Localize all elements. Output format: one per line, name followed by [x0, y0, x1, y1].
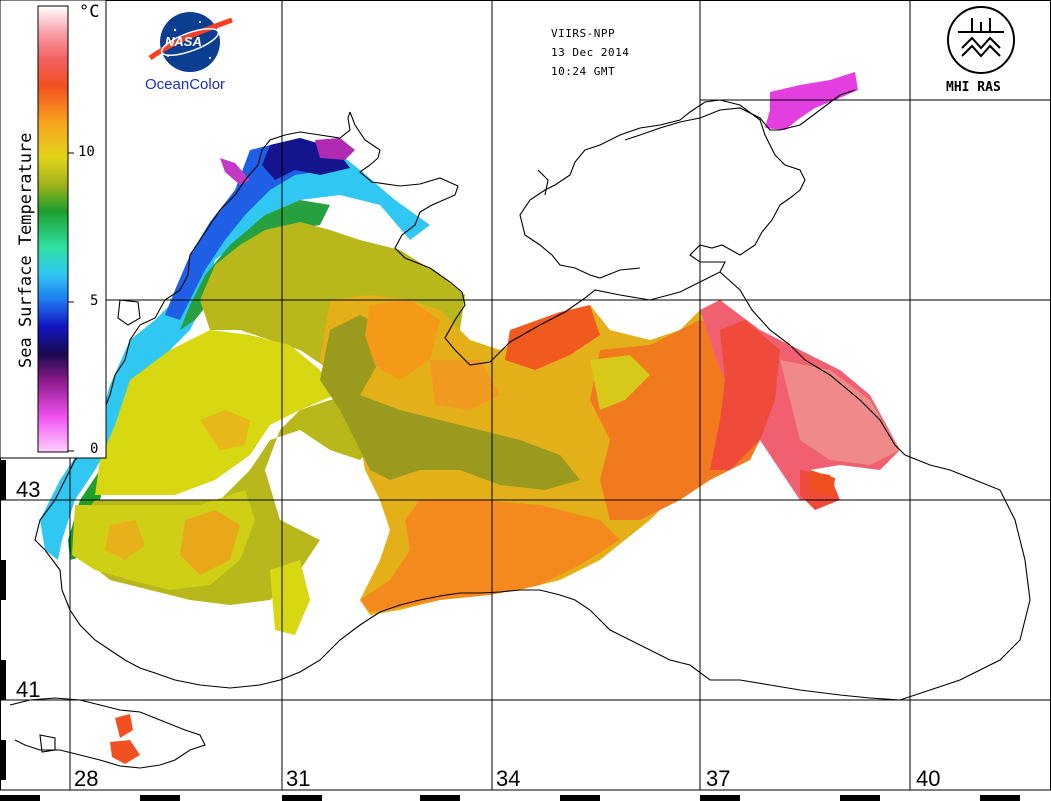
- lon-label-37: 37: [706, 766, 731, 791]
- sst-central-olive-swirl: [320, 315, 580, 490]
- sst-west-orange-1: [200, 410, 250, 450]
- sst-nw-green-band: [180, 200, 330, 330]
- lon-label-28: 28: [74, 766, 99, 791]
- coast-lake-2: [537, 169, 549, 196]
- sst-east-central-red: [505, 305, 600, 370]
- sst-east-yellow: [590, 355, 650, 410]
- sst-west-yellow: [95, 330, 335, 495]
- sst-marmara-orange: [115, 714, 133, 738]
- sst-west-orange-2: [180, 510, 240, 575]
- nasa-logo: [148, 12, 233, 72]
- mhi-emblem: [947, 6, 1015, 74]
- colorbar-label-5: 5: [90, 293, 99, 309]
- colorbar: [0, 0, 107, 459]
- sst-se-salmon: [780, 360, 900, 465]
- sst-south-orange: [360, 500, 620, 612]
- oceancolor-label: OceanColor: [145, 76, 226, 93]
- sst-central-orange-2: [430, 360, 500, 410]
- scale-bars: [0, 460, 1051, 801]
- colorbar-label-0: 0: [90, 441, 99, 457]
- lat-label-41: 41: [16, 677, 41, 702]
- sst-central-orange-eddy: [365, 300, 440, 380]
- sst-marmara-orange-2: [110, 740, 140, 764]
- colorbar-label-10: 10: [78, 144, 95, 160]
- lon-label-31: 31: [286, 766, 311, 791]
- sst-east-red-2: [710, 320, 780, 470]
- time-label: 10:24 GMT: [551, 65, 616, 78]
- coast-azov-inner: [624, 89, 856, 141]
- satellite-label: VIIRS-NPP: [551, 27, 616, 40]
- lon-label-34: 34: [496, 766, 521, 791]
- colorbar-gradient: [37, 5, 69, 453]
- coast-kerch: [719, 271, 906, 456]
- coast-east: [59, 454, 1031, 701]
- lon-label-40: 40: [916, 766, 941, 791]
- sst-crimea-east-small: [810, 470, 835, 495]
- sst-azov-magenta: [765, 72, 858, 130]
- coast-marmara: [9, 697, 206, 769]
- nasa-wordmark: NASA: [165, 34, 202, 49]
- sst-nw-magenta: [315, 138, 355, 160]
- date-label: 13 Dec 2014: [551, 46, 630, 59]
- sst-bosporus-yellow: [270, 560, 310, 635]
- colorbar-unit: °C: [79, 2, 100, 22]
- colorbar-title: Sea Surface Temperature: [16, 132, 36, 368]
- sst-field: [40, 72, 900, 764]
- lat-label-43: 43: [16, 477, 41, 502]
- sst-lagoon-magenta: [220, 158, 250, 185]
- mhi-ras-label: MHI RAS: [946, 80, 1001, 95]
- sst-west-orange-3: [105, 520, 145, 560]
- coast-marmara-island: [39, 734, 56, 753]
- coast-lake-1: [117, 299, 141, 326]
